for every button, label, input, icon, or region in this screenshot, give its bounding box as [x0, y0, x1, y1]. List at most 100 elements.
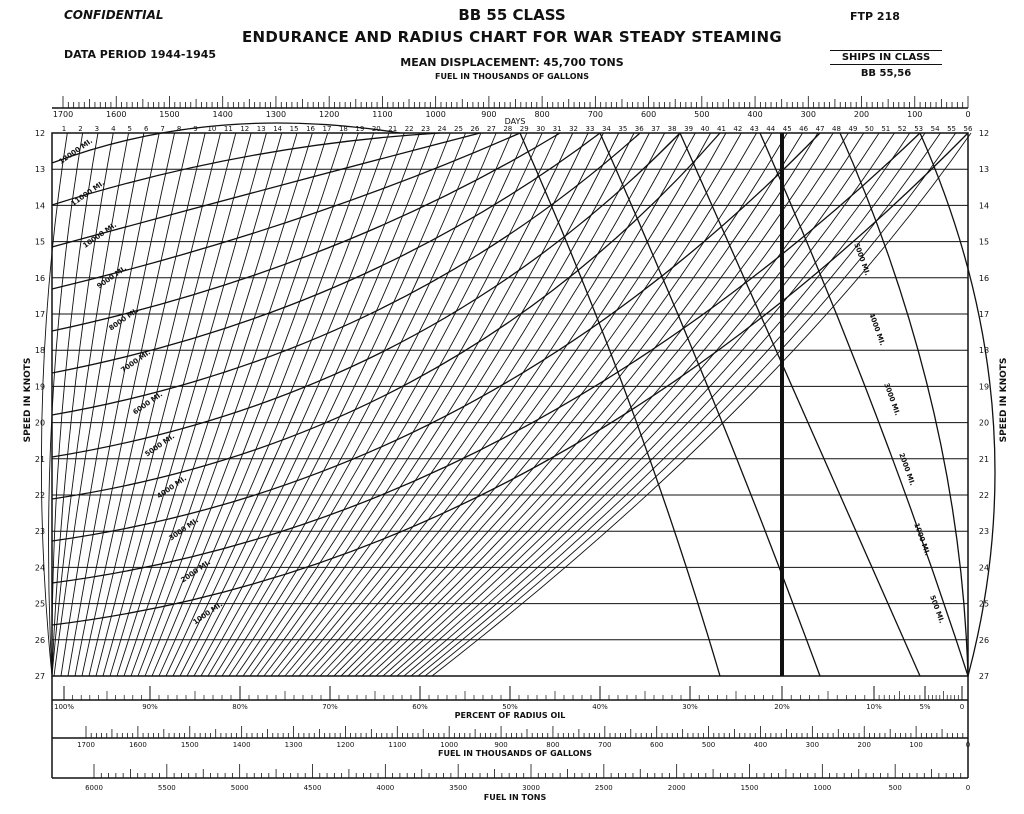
radius-curve — [919, 132, 996, 677]
radius-curve — [679, 132, 921, 677]
day-tick-label: 25 — [454, 125, 463, 133]
day-tick-label: 37 — [651, 125, 660, 133]
confidential-mark: CONFIDENTIAL — [64, 8, 164, 22]
days-curve — [347, 132, 788, 677]
tons-tick-label: 3500 — [449, 784, 467, 792]
tons-tick-label: 5500 — [158, 784, 176, 792]
endurance-curve — [51, 132, 969, 626]
days-label: DAYS — [505, 117, 526, 126]
day-tick-label: 47 — [816, 125, 825, 133]
bottom-gallons-tick-label: 1400 — [233, 741, 251, 749]
speed-tick-right: 22 — [979, 491, 989, 500]
speed-tick-left: 26 — [35, 636, 45, 645]
bottom-gallons-tick-label: 1700 — [77, 741, 95, 749]
top-scale-tick-label: 700 — [588, 110, 603, 119]
days-curve — [200, 132, 466, 677]
speed-tick-left: 13 — [35, 165, 45, 174]
day-tick-label: 40 — [701, 125, 710, 133]
endurance-curve — [51, 132, 561, 332]
day-tick-label: 52 — [898, 125, 907, 133]
days-curve — [53, 132, 145, 677]
day-tick-label: 55 — [947, 125, 956, 133]
endurance-curve — [51, 132, 681, 458]
bottom-gallons-tick-label: 800 — [546, 741, 559, 749]
bottom-gallons-tick-label: 1100 — [388, 741, 406, 749]
endurance-curve-label: 5000 MI. — [144, 432, 177, 458]
days-curve — [130, 132, 313, 677]
percent-scale-tick-label: 60% — [412, 703, 428, 711]
top-fuel-scale-title: FUEL IN THOUSANDS OF GALLONS — [434, 72, 590, 81]
top-scale-tick-label: 900 — [481, 110, 496, 119]
day-tick-label: 5 — [128, 125, 132, 133]
day-tick-label: 13 — [257, 125, 266, 133]
day-tick-label: 17 — [323, 125, 332, 133]
data-period: DATA PERIOD 1944-1945 — [64, 48, 217, 61]
day-tick-label: 33 — [586, 125, 595, 133]
tons-tick-label: 1500 — [741, 784, 759, 792]
days-curve — [368, 132, 834, 677]
days-curve — [214, 132, 497, 677]
percent-scale-tick-label: 70% — [322, 703, 338, 711]
speed-tick-left: 17 — [35, 310, 45, 319]
days-curve — [51, 132, 130, 677]
bottom-gallons-tick-label: 600 — [650, 741, 663, 749]
day-tick-label: 43 — [750, 125, 759, 133]
day-tick-label: 18 — [339, 125, 348, 133]
ships-in-class-value: BB 55,56 — [860, 68, 912, 79]
top-scale-tick-label: 500 — [694, 110, 709, 119]
endurance-curve — [51, 132, 641, 416]
speed-tick-right: 23 — [979, 527, 989, 536]
ships-in-class-label: SHIPS IN CLASS — [830, 50, 942, 65]
radius-curve-label: 4000 MI. — [867, 312, 886, 347]
day-tick-label: 48 — [832, 125, 841, 133]
days-curve — [417, 132, 941, 677]
endurance-curve — [51, 132, 521, 290]
day-tick-label: 8 — [177, 125, 181, 133]
days-curve — [81, 132, 206, 677]
bottom-gallons-tick-label: 200 — [858, 741, 871, 749]
day-tick-label: 28 — [503, 125, 512, 133]
tons-tick-label: 3000 — [522, 784, 540, 792]
tons-tick-label: 4500 — [304, 784, 322, 792]
days-curve — [193, 132, 451, 677]
radius-curve-label: 5000 MI. — [852, 242, 871, 277]
top-scale-tick-label: 800 — [534, 110, 549, 119]
days-curve — [88, 132, 221, 677]
radius-curve — [759, 132, 969, 677]
days-curve — [228, 132, 528, 677]
endurance-curve — [51, 132, 921, 584]
percent-scale-tick-label: 100% — [54, 703, 74, 711]
bottom-gallons-tick-label: 1200 — [336, 741, 354, 749]
speed-tick-left: 27 — [35, 672, 45, 681]
bottom-gallons-tick-label: 900 — [494, 741, 507, 749]
days-curve — [74, 132, 191, 677]
speed-tick-left: 18 — [35, 346, 45, 355]
speed-tick-left: 16 — [35, 274, 45, 283]
bottom-gallons-tick-label: 1000 — [440, 741, 458, 749]
days-curve — [102, 132, 252, 677]
speed-tick-right: 18 — [979, 346, 989, 355]
day-tick-label: 45 — [783, 125, 792, 133]
percent-scale-tick-label: 40% — [592, 703, 608, 711]
top-scale-tick-label: 200 — [854, 110, 869, 119]
percent-scale-tick-label: 0 — [960, 703, 964, 711]
speed-tick-right: 16 — [979, 274, 989, 283]
day-tick-label: 26 — [470, 125, 479, 133]
top-scale-tick-label: 1500 — [159, 110, 179, 119]
speed-tick-right: 21 — [979, 455, 989, 464]
bottom-gallons-tick-label: 1300 — [285, 741, 303, 749]
days-curve — [109, 132, 267, 677]
days-curve — [305, 132, 696, 677]
endurance-curve-label: 7000 MI. — [120, 348, 153, 374]
days-curve — [291, 132, 666, 677]
top-scale-tick-label: 400 — [747, 110, 762, 119]
radius-curve-label: 3000 MI. — [882, 382, 901, 417]
top-scale-tick-label: 1200 — [319, 110, 339, 119]
day-tick-label: 4 — [111, 125, 116, 133]
days-curve — [116, 132, 283, 677]
days-curve — [165, 132, 390, 677]
day-tick-label: 27 — [487, 125, 496, 133]
endurance-curve-label: 3000 MI. — [168, 516, 201, 542]
speed-tick-left: 19 — [35, 382, 45, 391]
day-tick-label: 38 — [668, 125, 677, 133]
